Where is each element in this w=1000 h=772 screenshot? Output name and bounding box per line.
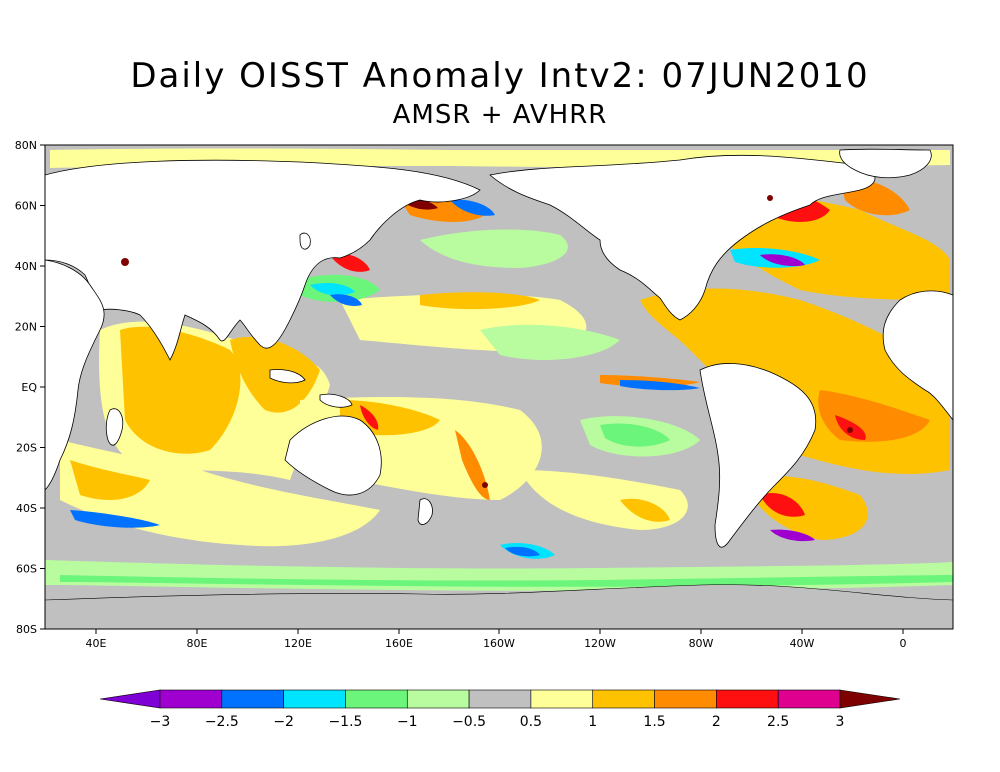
colorbar-tick-label: 2.5	[767, 714, 789, 730]
extreme-anomaly-specks	[121, 195, 853, 488]
colorbar-segment	[406, 689, 470, 709]
borneo-landmass	[269, 369, 306, 384]
colorbar-arrow-low	[99, 689, 161, 709]
colorbar-tick-label: 1	[588, 714, 597, 730]
colorbar: −3 −2.5 −2 −1.5 −1 −0.5 0.5 1 1.5 2 2.5 3	[99, 689, 901, 730]
lat-label-20n: 20N	[15, 321, 37, 334]
africa-landmass	[45, 259, 105, 491]
lat-label-80n: 80N	[15, 139, 37, 152]
north-america-landmass	[489, 154, 876, 321]
lon-label-40w: 40W	[790, 637, 815, 650]
lon-label-40e: 40E	[86, 637, 107, 650]
colorbar-segment	[592, 689, 655, 709]
australia-landmass	[284, 415, 382, 496]
colorbar-segment	[221, 689, 284, 709]
continents	[45, 148, 953, 548]
south-america-landmass	[699, 363, 817, 548]
greenland-landmass	[839, 148, 932, 179]
map-subtitle: AMSR + AVHRR	[392, 100, 608, 130]
colorbar-segment	[468, 689, 532, 709]
lat-label-80s: 80S	[16, 623, 37, 636]
antarctica-landmass	[45, 584, 953, 629]
colorbar-tick-label: −1.5	[328, 714, 362, 730]
colorbar-segment	[159, 689, 223, 709]
madagascar-landmass	[105, 408, 124, 446]
lon-label-160w: 160W	[483, 637, 515, 650]
colorbar-tick-label: 2	[712, 714, 721, 730]
lat-label-eq: EQ	[21, 381, 37, 394]
lat-label-20s: 20S	[16, 442, 37, 455]
colorbar-segment	[777, 689, 841, 709]
colorbar-segment	[654, 689, 717, 709]
japan-landmass	[299, 232, 311, 250]
colorbar-tick-label: −0.5	[452, 714, 486, 730]
colorbar-tick-label: −2	[273, 714, 294, 730]
map-plot-area	[45, 145, 953, 629]
lat-ticks	[40, 144, 45, 630]
colorbar-segment	[716, 689, 779, 709]
lon-label-120w: 120W	[584, 637, 616, 650]
map-title: Daily OISST Anomaly Intv2: 07JUN2010	[130, 56, 870, 96]
colorbar-tick-label: −1	[397, 714, 418, 730]
lat-label-40s: 40S	[16, 502, 37, 515]
lat-label-40n: 40N	[15, 260, 37, 273]
colorbar-arrow-high	[839, 689, 901, 709]
lon-label-80w: 80W	[689, 637, 714, 650]
colorbar-segment	[530, 689, 594, 709]
new-guinea-landmass	[319, 393, 353, 408]
colorbar-tick-label: −3	[150, 714, 171, 730]
colorbar-tick-label: 3	[836, 714, 845, 730]
colorbar-segment	[345, 689, 408, 709]
colorbar-segment	[283, 689, 346, 709]
colorbar-tick-label: −2.5	[205, 714, 239, 730]
lat-label-60n: 60N	[15, 200, 37, 213]
colorbar-tick-label: 0.5	[520, 714, 542, 730]
lon-label-120e: 120E	[284, 637, 312, 650]
colorbar-tick-label: 1.5	[643, 714, 665, 730]
lat-label-60s: 60S	[16, 563, 37, 576]
lon-label-80e: 80E	[187, 637, 208, 650]
eurasia-landmass	[45, 159, 481, 361]
lon-label-160e: 160E	[385, 637, 413, 650]
africa-west-landmass	[882, 290, 953, 421]
lon-label-0: 0	[900, 637, 907, 650]
new-zealand-landmass	[417, 498, 433, 525]
lon-ticks	[95, 629, 904, 634]
